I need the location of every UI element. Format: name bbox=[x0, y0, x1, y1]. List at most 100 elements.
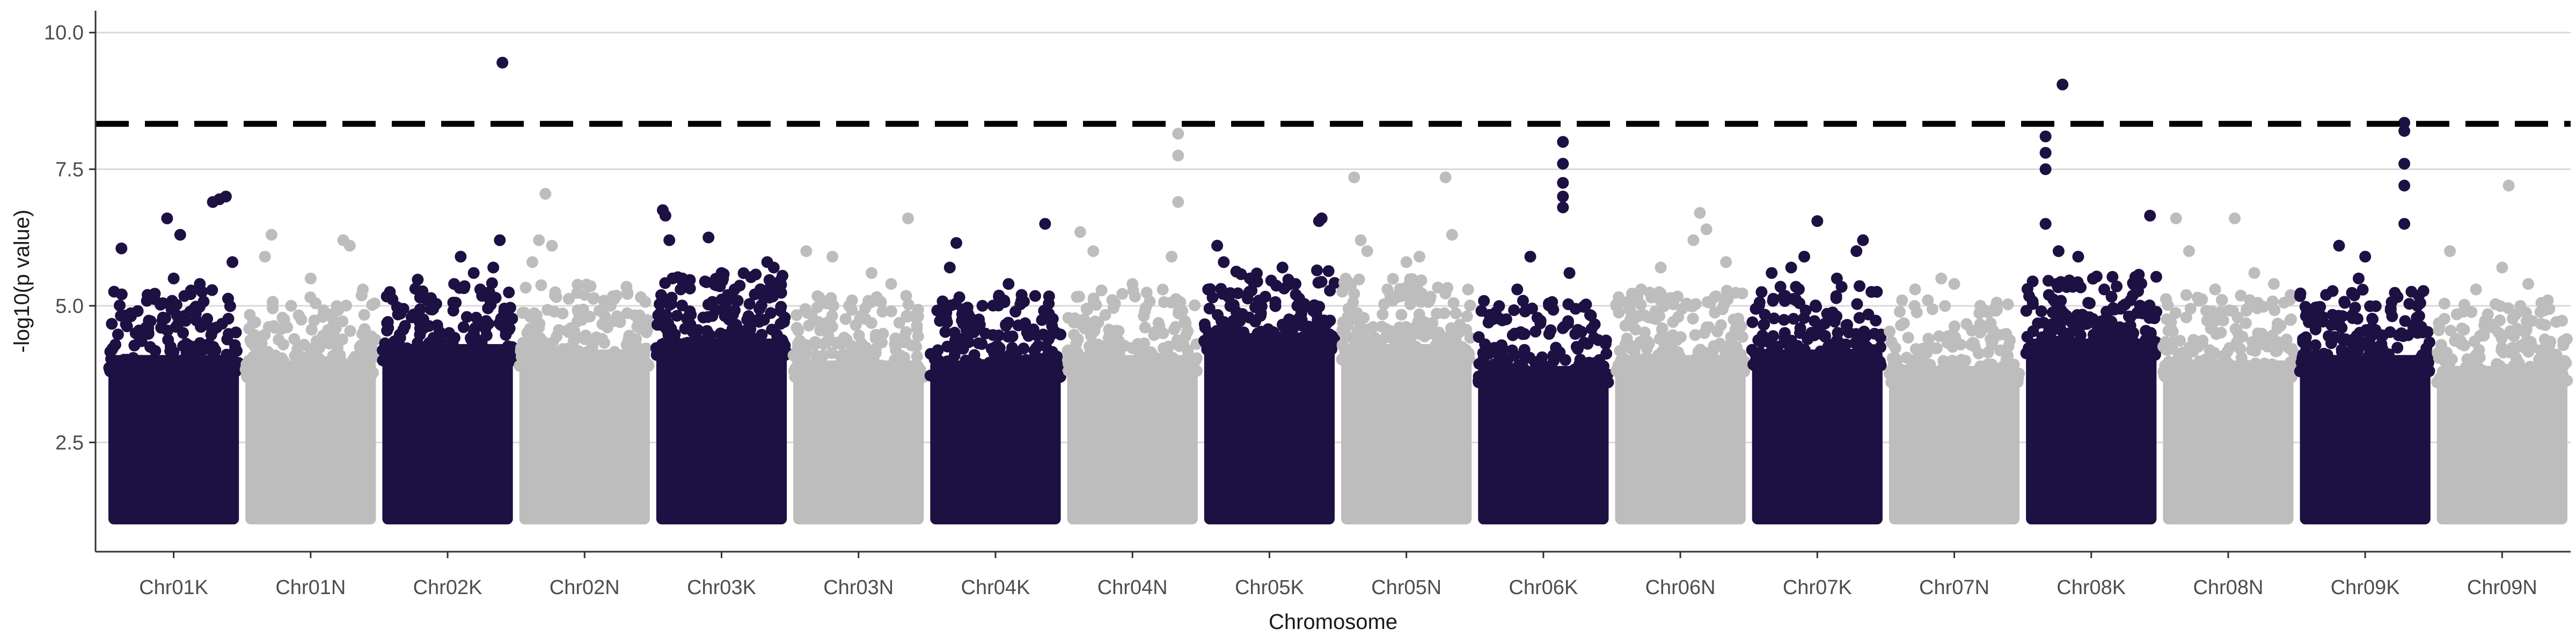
point-Chr06N bbox=[1704, 297, 1716, 309]
point-Chr08K bbox=[2065, 277, 2077, 289]
point-Chr08K bbox=[2031, 349, 2044, 361]
peak-point-Chr09N-3 bbox=[2470, 283, 2482, 296]
peak-point-Chr02K-1 bbox=[494, 234, 506, 246]
point-Chr08N bbox=[2252, 370, 2264, 382]
point-Chr09N bbox=[2485, 376, 2498, 389]
point-Chr03K bbox=[654, 307, 667, 319]
point-Chr03N bbox=[830, 337, 843, 349]
point-Chr04N bbox=[1153, 320, 1166, 332]
point-Chr03N bbox=[826, 347, 838, 360]
point-Chr06K bbox=[1491, 311, 1503, 324]
peak-point-Chr04N-1 bbox=[1172, 149, 1184, 162]
point-Chr04N bbox=[1103, 324, 1115, 336]
peak-point-Chr03N-3 bbox=[866, 267, 877, 279]
point-Chr05K bbox=[1299, 330, 1311, 342]
point-Chr06K bbox=[1570, 367, 1583, 379]
peak-point-Chr02K-2 bbox=[487, 261, 500, 274]
point-Chr05K bbox=[1216, 324, 1228, 336]
point-Chr03N bbox=[853, 330, 865, 342]
point-Chr01K bbox=[112, 365, 124, 377]
point-Chr09K bbox=[2331, 318, 2343, 331]
point-Chr07K bbox=[1780, 360, 1792, 371]
point-Chr09K bbox=[2392, 329, 2405, 341]
point-Chr07N bbox=[1995, 362, 2008, 375]
point-Chr08N bbox=[2215, 306, 2227, 318]
dense-block-Chr01K bbox=[108, 355, 239, 525]
y-tick-label-0: 2.5 bbox=[55, 431, 84, 454]
point-Chr09K bbox=[2325, 337, 2337, 349]
point-Chr04K bbox=[985, 342, 998, 355]
point-Chr03N bbox=[811, 290, 824, 302]
point-Chr01K bbox=[185, 288, 197, 301]
peak-point-Chr06K-7 bbox=[1511, 283, 1524, 296]
dense-block-Chr04K bbox=[930, 360, 1061, 525]
point-Chr04K bbox=[1019, 355, 1031, 367]
point-Chr03K bbox=[775, 287, 787, 299]
point-Chr07N bbox=[1937, 355, 1950, 367]
point-Chr01K bbox=[133, 329, 145, 341]
point-Chr09K bbox=[2310, 365, 2323, 377]
point-Chr03K bbox=[700, 276, 713, 288]
point-Chr07K bbox=[1841, 319, 1853, 331]
point-Chr05N bbox=[1423, 354, 1436, 367]
point-Chr09K bbox=[2413, 310, 2425, 322]
point-Chr09N bbox=[2550, 348, 2563, 361]
point-Chr05K bbox=[1203, 302, 1216, 314]
point-Chr04N bbox=[1070, 359, 1082, 371]
peak-point-Chr05K-3 bbox=[1218, 256, 1230, 268]
point-Chr04N bbox=[1133, 365, 1145, 377]
dense-block-Chr05N bbox=[1341, 344, 1472, 525]
point-Chr04N bbox=[1168, 323, 1181, 335]
point-Chr09N bbox=[2518, 341, 2530, 354]
point-Chr01K bbox=[155, 321, 167, 334]
point-Chr06K bbox=[1520, 350, 1533, 363]
peak-point-Chr02N-1 bbox=[533, 234, 545, 246]
point-Chr04K bbox=[956, 360, 969, 371]
point-Chr08N bbox=[2220, 363, 2231, 376]
point-Chr05K bbox=[1226, 342, 1238, 354]
point-Chr08N bbox=[2229, 323, 2242, 335]
point-Chr07N bbox=[1982, 306, 1995, 319]
point-Chr01K bbox=[179, 310, 191, 322]
peak-point-Chr01N-5 bbox=[357, 283, 369, 296]
peak-point-Chr05K-4 bbox=[1243, 272, 1256, 284]
point-Chr08K bbox=[2042, 275, 2054, 287]
point-Chr05N bbox=[1378, 353, 1390, 365]
point-Chr03N bbox=[839, 313, 852, 325]
point-Chr05K bbox=[1322, 265, 1335, 277]
point-Chr03N bbox=[854, 313, 866, 325]
point-Chr07K bbox=[1806, 360, 1819, 371]
point-Chr03K bbox=[763, 274, 775, 286]
point-Chr06N bbox=[1623, 316, 1636, 328]
point-Chr08K bbox=[2081, 318, 2093, 330]
point-Chr01K bbox=[177, 327, 189, 339]
point-Chr03N bbox=[808, 339, 820, 352]
point-Chr09K bbox=[2317, 316, 2329, 328]
point-Chr05K bbox=[1310, 343, 1322, 356]
point-Chr05K bbox=[1322, 334, 1335, 346]
y-tick-label-2: 7.5 bbox=[55, 158, 84, 181]
point-Chr06N bbox=[1728, 355, 1740, 368]
peak-point-Chr08N-4 bbox=[2248, 267, 2260, 279]
point-Chr07K bbox=[1779, 327, 1791, 339]
x-tick-label-Chr05N: Chr05N bbox=[1371, 576, 1441, 599]
point-Chr07N bbox=[1886, 352, 1899, 364]
point-Chr06K bbox=[1519, 305, 1531, 318]
point-Chr05N bbox=[1426, 317, 1439, 329]
point-Chr07K bbox=[1753, 296, 1766, 309]
point-Chr05K bbox=[1204, 336, 1217, 349]
point-Chr02K bbox=[418, 321, 430, 334]
x-tick-label-Chr08N: Chr08N bbox=[2193, 576, 2263, 599]
peak-point-Chr06N-1 bbox=[1687, 234, 1700, 246]
point-Chr05K bbox=[1255, 308, 1267, 319]
point-Chr08N bbox=[2211, 371, 2223, 383]
peak-point-Chr02N-2 bbox=[546, 239, 558, 252]
point-Chr03K bbox=[742, 310, 755, 322]
point-Chr04N bbox=[1082, 322, 1094, 334]
point-Chr03K bbox=[743, 298, 756, 310]
point-Chr06N bbox=[1650, 365, 1662, 377]
point-Chr07N bbox=[1908, 300, 1921, 312]
point-Chr02N bbox=[626, 345, 638, 357]
peak-point-Chr09K-3 bbox=[2398, 179, 2411, 192]
point-Chr09N bbox=[2508, 346, 2520, 358]
